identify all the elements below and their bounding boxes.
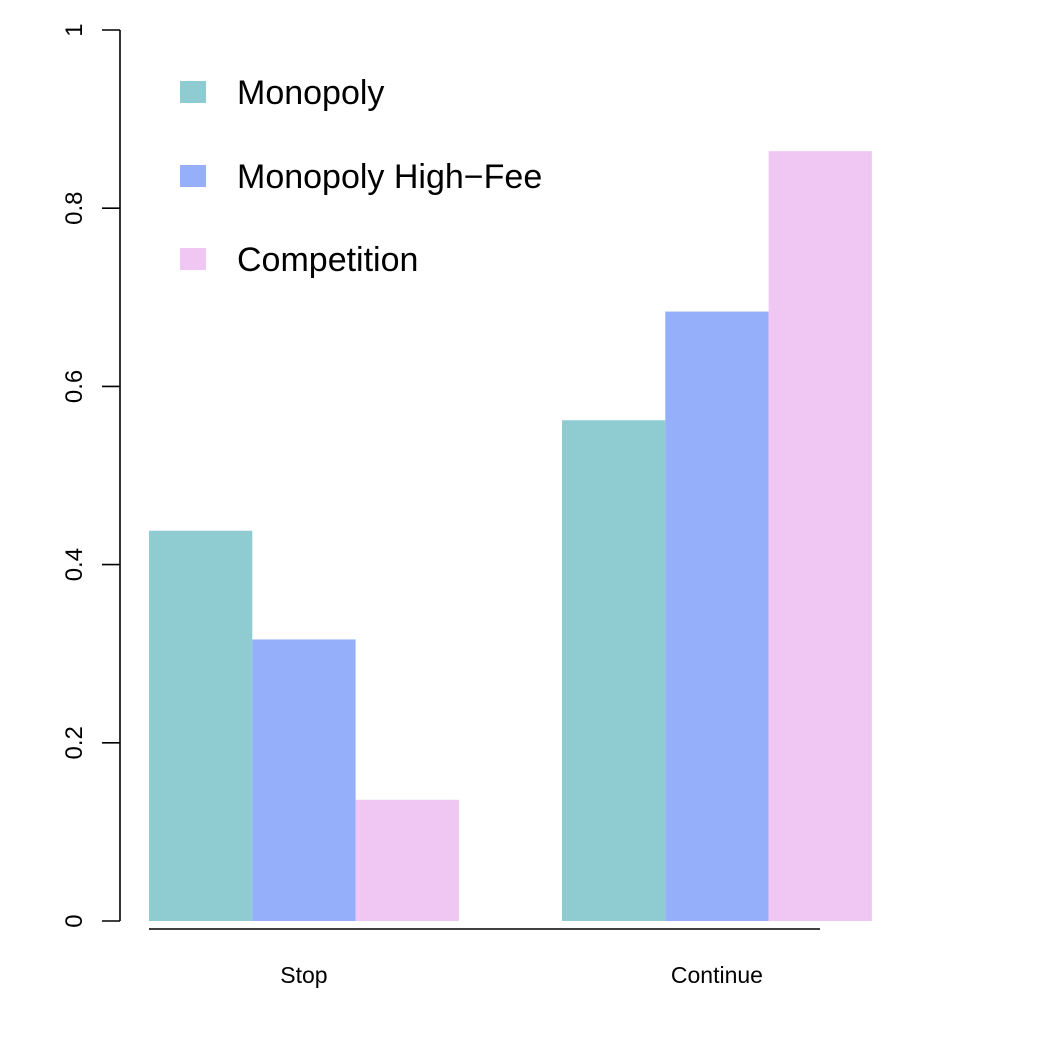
legend-label: Monopoly High−Fee	[237, 158, 542, 196]
y-tick-label: 0	[61, 914, 88, 927]
x-category-label: Continue	[671, 962, 763, 988]
y-tick-label: 0.8	[61, 192, 88, 225]
y-ticks: 0 0.2 0.4 0.6 0.8 1	[61, 23, 120, 928]
bar-continue-1	[562, 420, 666, 921]
legend-label: Competition	[237, 241, 418, 279]
y-tick-label: 0.4	[61, 548, 88, 581]
bars-layer	[149, 151, 872, 921]
legend-swatch	[180, 248, 206, 270]
y-tick-label: 0.6	[61, 370, 88, 403]
legend-label: Monopoly	[237, 74, 384, 112]
legend: Monopoly Monopoly High−Fee Competition	[180, 74, 542, 279]
legend-swatch	[180, 81, 206, 103]
bar-stop-3	[355, 799, 459, 921]
legend-swatch	[180, 165, 206, 187]
bar-continue-2	[665, 311, 769, 921]
y-tick-label: 1	[61, 23, 88, 36]
category-labels: Stop Continue	[280, 962, 763, 988]
y-tick-label: 0.2	[61, 726, 88, 759]
axes-layer	[119, 30, 820, 930]
x-category-label: Stop	[280, 962, 327, 988]
bar-stop-1	[149, 530, 253, 921]
bar-continue-3	[768, 151, 872, 921]
bar-stop-2	[252, 639, 356, 921]
